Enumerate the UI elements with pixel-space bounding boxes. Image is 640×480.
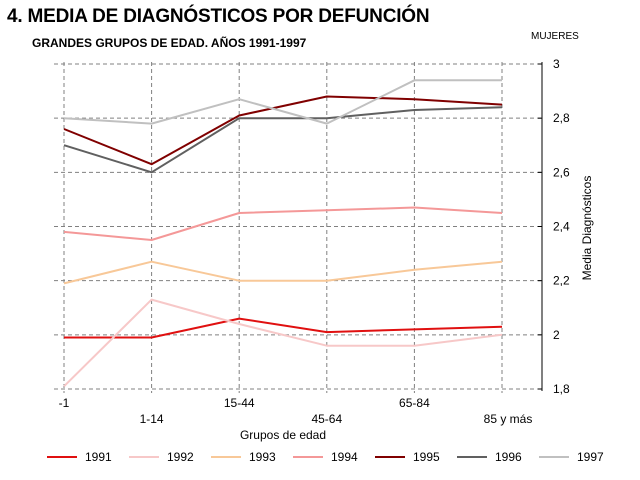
- legend-label: 1997: [577, 450, 604, 464]
- series-line-1993: [63, 260, 503, 285]
- y-tick-label: 2,8: [553, 111, 570, 125]
- axes: 1,8 2 2,2 2,4 2,6 2,8 3 Media Diagnósticos -1 1-1…: [59, 57, 594, 442]
- chart-title: 4. MEDIA DE DIAGNÓSTICOS POR DEFUNCIÓN: [7, 6, 430, 27]
- x-tick-label: 45-64: [311, 412, 342, 426]
- y-tick-label: 3: [553, 57, 560, 71]
- grid: [54, 62, 542, 393]
- series-line-1994: [63, 206, 503, 241]
- series-line-1991: [64, 317, 503, 339]
- series-line-1992: [63, 298, 503, 388]
- y-tick-label: 2,2: [553, 274, 570, 288]
- legend: 1991 1992 1993 1994 1995 1996 1997: [47, 450, 604, 464]
- series-line-1997: [63, 79, 502, 125]
- legend-label: 1993: [249, 450, 276, 464]
- legend-label: 1994: [331, 450, 358, 464]
- y-axis-label: Media Diagnósticos: [580, 176, 594, 281]
- x-tick-label: -1: [59, 396, 70, 410]
- chart-subtitle: GRANDES GRUPOS DE EDAD. AÑOS 1991-1997: [32, 36, 307, 50]
- legend-label: 1996: [495, 450, 522, 464]
- x-tick-label: 85 y más: [484, 412, 533, 426]
- gender-label: MUJERES: [531, 31, 579, 42]
- series-line-1995: [63, 95, 503, 166]
- x-tick-label: 1-14: [140, 412, 164, 426]
- x-tick-label: 65-84: [399, 396, 430, 410]
- x-axis-label: Grupos de edad: [240, 428, 326, 442]
- y-tick-label: 1,8: [553, 382, 570, 396]
- y-tick-label: 2,6: [553, 165, 570, 179]
- x-tick-label: 15-44: [224, 396, 255, 410]
- series-lines: [63, 79, 503, 388]
- legend-label: 1992: [167, 450, 194, 464]
- legend-label: 1995: [413, 450, 440, 464]
- y-tick-label: 2,4: [553, 220, 570, 234]
- series-line-1996: [63, 106, 503, 174]
- legend-label: 1991: [85, 450, 112, 464]
- y-tick-label: 2: [553, 328, 560, 342]
